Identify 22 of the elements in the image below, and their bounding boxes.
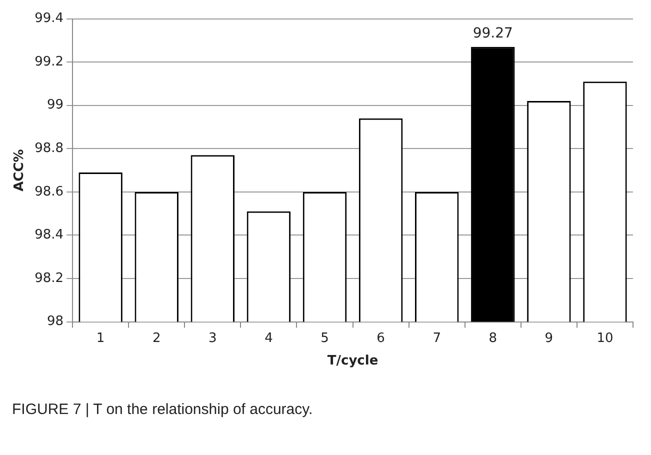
y-tick-label: 99 xyxy=(47,98,64,113)
x-tick-label: 9 xyxy=(544,330,554,346)
y-tick-label: 98.6 xyxy=(34,184,64,200)
y-tick-label: 98.2 xyxy=(34,270,64,286)
x-tick-label: 1 xyxy=(96,330,105,346)
x-tick-label: 7 xyxy=(432,330,441,346)
x-tick-label: 3 xyxy=(208,330,217,346)
x-tick-label: 8 xyxy=(488,330,498,346)
y-tick-label: 99.4 xyxy=(34,11,64,26)
y-tick-label: 98 xyxy=(47,314,64,330)
y-tick-label: 98.4 xyxy=(34,228,64,243)
x-tick-label: 6 xyxy=(376,330,385,346)
x-tick-label: 5 xyxy=(320,330,329,346)
data-label: 99.27 xyxy=(472,26,513,42)
x-tick-label: 2 xyxy=(152,330,161,346)
x-tick-label: 10 xyxy=(596,330,614,346)
y-axis-title: ACC% xyxy=(12,149,28,192)
x-tick-label: 4 xyxy=(264,330,273,346)
y-tick-label: 99.2 xyxy=(34,54,64,70)
caption: FIGURE 7 | T on the relationship of accuracy. xyxy=(12,401,314,418)
y-tick-label: 98.8 xyxy=(34,141,64,156)
x-axis-title: T/cycle xyxy=(327,354,378,369)
